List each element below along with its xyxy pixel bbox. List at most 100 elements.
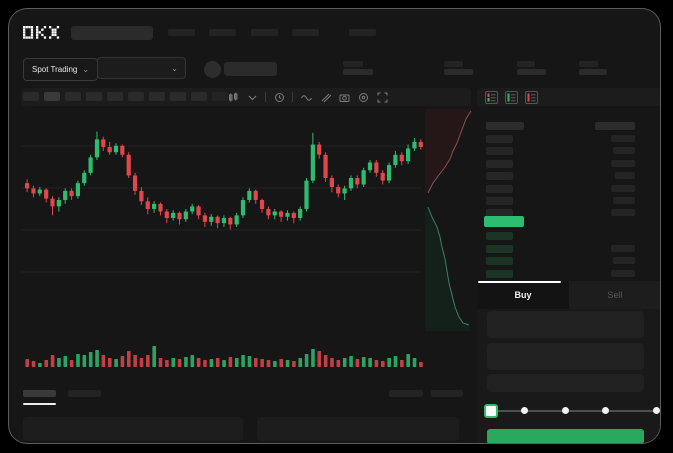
slider-track[interactable] bbox=[490, 410, 656, 412]
app-window: Spot Trading ⌄ ⌄ bbox=[8, 8, 661, 444]
trade-tabs: Buy Sell bbox=[477, 281, 660, 309]
candlestick-chart[interactable] bbox=[21, 107, 473, 371]
buy-submit-button[interactable] bbox=[487, 429, 644, 443]
placeholder-bar bbox=[168, 29, 195, 36]
placeholder-bar bbox=[251, 29, 278, 36]
toolbar-divider bbox=[292, 92, 293, 102]
bid-row-price[interactable] bbox=[486, 232, 513, 240]
toolbar-tool-placeholder[interactable] bbox=[86, 92, 102, 101]
pair-select[interactable]: ⌄ bbox=[97, 57, 186, 79]
book-asks-icon[interactable] bbox=[525, 90, 538, 104]
placeholder-bar bbox=[292, 29, 319, 36]
toolbar-tool-placeholder[interactable] bbox=[23, 92, 39, 101]
order-field-2[interactable] bbox=[487, 343, 644, 370]
toolbar-tool-placeholder[interactable] bbox=[212, 92, 228, 101]
placeholder-bar bbox=[517, 61, 535, 67]
book-combined-icon[interactable] bbox=[485, 90, 498, 104]
order-field-3[interactable] bbox=[487, 374, 644, 392]
toolbar-tool-placeholder[interactable] bbox=[191, 92, 207, 101]
bid-row-amount[interactable] bbox=[613, 257, 635, 265]
last-price-highlight[interactable] bbox=[484, 215, 524, 227]
toolbar-divider bbox=[265, 92, 266, 102]
ask-row-price[interactable] bbox=[486, 197, 513, 205]
placeholder-bar bbox=[517, 69, 546, 75]
active-tab-indicator bbox=[478, 281, 561, 283]
chevron-down-icon: ⌄ bbox=[82, 65, 90, 74]
placeholder-bar bbox=[23, 390, 56, 397]
placeholder-bar bbox=[349, 29, 376, 36]
toolbar-tool-placeholder[interactable] bbox=[128, 92, 144, 101]
bid-row-amount[interactable] bbox=[611, 269, 635, 277]
placeholder-bar bbox=[444, 61, 463, 67]
ask-row-price[interactable] bbox=[486, 159, 513, 168]
draw-line-icon[interactable] bbox=[319, 91, 331, 103]
settings-icon[interactable] bbox=[357, 91, 369, 103]
order-book[interactable] bbox=[477, 112, 660, 278]
chevron-down-icon[interactable] bbox=[246, 91, 258, 103]
indicator-wave-icon[interactable] bbox=[300, 91, 312, 103]
tab-sell[interactable]: Sell bbox=[569, 281, 660, 309]
bid-row-price[interactable] bbox=[486, 244, 513, 253]
camera-icon[interactable] bbox=[338, 91, 350, 103]
book-bids-icon[interactable] bbox=[505, 90, 518, 104]
ask-row-amount[interactable] bbox=[611, 209, 635, 217]
coin-avatar bbox=[204, 61, 221, 78]
toolbar-tool-placeholder[interactable] bbox=[65, 92, 81, 101]
ask-row-price[interactable] bbox=[486, 209, 513, 218]
ask-row-amount[interactable] bbox=[611, 184, 635, 192]
order-field-1[interactable] bbox=[487, 311, 644, 338]
toolbar-tool-placeholder[interactable] bbox=[44, 92, 60, 101]
placeholder-bar bbox=[71, 26, 153, 40]
ask-row-amount[interactable] bbox=[613, 147, 635, 155]
placeholder-bar bbox=[68, 390, 101, 397]
bid-row-amount[interactable] bbox=[611, 244, 635, 252]
slider-step-dot[interactable] bbox=[561, 407, 569, 414]
placeholder-bar bbox=[444, 69, 473, 75]
chart-type-icon[interactable] bbox=[227, 91, 239, 103]
placeholder-bar bbox=[257, 417, 459, 441]
ask-row-amount[interactable] bbox=[611, 159, 635, 167]
chart-toolbar-icons bbox=[227, 88, 388, 106]
placeholder-bar bbox=[343, 69, 373, 75]
okx-logo[interactable] bbox=[23, 26, 61, 39]
slider-handle[interactable] bbox=[484, 404, 498, 418]
placeholder-bar bbox=[579, 69, 607, 75]
bid-row-price[interactable] bbox=[486, 257, 513, 266]
ask-row-price[interactable] bbox=[486, 184, 513, 193]
fullscreen-icon[interactable] bbox=[376, 91, 388, 103]
placeholder-bar bbox=[209, 29, 236, 36]
amount-slider[interactable] bbox=[477, 403, 660, 419]
bottom-active-tab-underline bbox=[23, 403, 56, 405]
order-form bbox=[477, 309, 660, 443]
orderbook-mode-strip bbox=[477, 88, 660, 106]
ask-row-price[interactable] bbox=[486, 147, 513, 156]
ask-row-amount[interactable] bbox=[615, 172, 635, 180]
book-header-price[interactable] bbox=[486, 122, 524, 130]
tab-sell-label: Sell bbox=[607, 290, 623, 300]
book-header-amount[interactable] bbox=[595, 122, 635, 130]
placeholder-bar bbox=[389, 390, 423, 397]
tab-buy-label: Buy bbox=[514, 290, 532, 300]
ask-row-amount[interactable] bbox=[611, 135, 635, 142]
slider-step-dot[interactable] bbox=[601, 407, 609, 414]
interval-clock-icon[interactable] bbox=[273, 91, 285, 103]
spot-trading-label: Spot Trading bbox=[32, 65, 78, 74]
spot-trading-dropdown[interactable]: Spot Trading ⌄ bbox=[23, 58, 99, 81]
chevron-down-icon: ⌄ bbox=[171, 63, 178, 73]
bid-row-price[interactable] bbox=[486, 269, 513, 278]
placeholder-bar bbox=[23, 417, 243, 441]
placeholder-bar bbox=[431, 390, 463, 397]
toolbar-tool-placeholder[interactable] bbox=[170, 92, 186, 101]
ask-row-price[interactable] bbox=[486, 135, 513, 143]
placeholder-bar bbox=[224, 62, 277, 76]
placeholder-bar bbox=[343, 61, 363, 67]
slider-step-dot[interactable] bbox=[652, 407, 660, 414]
placeholder-bar bbox=[579, 61, 598, 67]
tab-buy[interactable]: Buy bbox=[477, 281, 569, 309]
ask-row-amount[interactable] bbox=[613, 197, 635, 204]
ask-row-price[interactable] bbox=[486, 172, 513, 181]
slider-step-dot[interactable] bbox=[520, 407, 528, 414]
toolbar-tool-placeholder[interactable] bbox=[107, 92, 123, 101]
toolbar-tool-placeholder[interactable] bbox=[149, 92, 165, 101]
